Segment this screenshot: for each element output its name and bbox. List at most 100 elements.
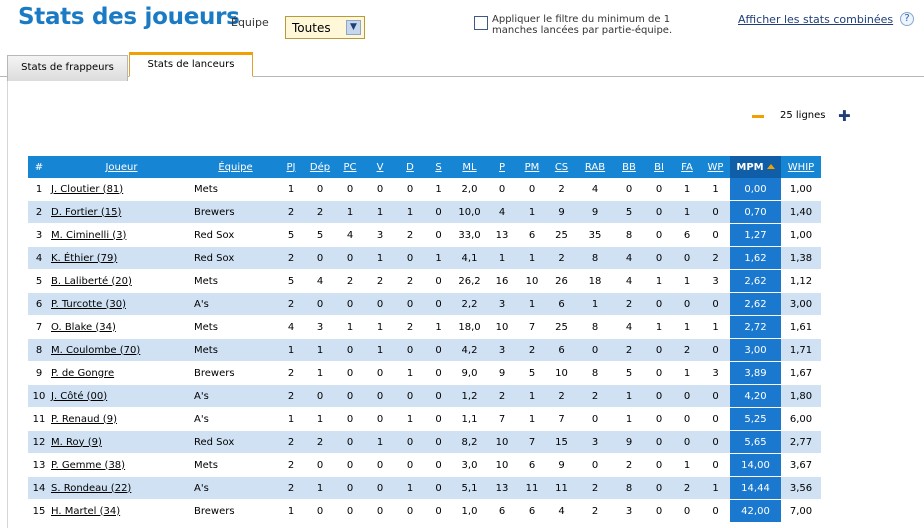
player-link[interactable]: D. Fortier (15) (51, 206, 122, 218)
player-link[interactable]: M. Roy (9) (51, 436, 102, 448)
column-header-team[interactable]: Équipe (193, 156, 278, 178)
help-icon[interactable]: ? (900, 12, 914, 26)
cell-pm: 1 (518, 292, 546, 316)
sort-link-pm[interactable]: PM (524, 161, 540, 173)
column-header-p[interactable]: P (486, 156, 518, 178)
cell-player[interactable]: P. Turcotte (30) (50, 292, 193, 316)
player-link[interactable]: S. Rondeau (22) (51, 482, 132, 494)
cell-bb: 3 (613, 499, 645, 523)
decrease-rows-button[interactable] (752, 115, 764, 118)
cell-player[interactable]: B. Laliberté (20) (50, 269, 193, 293)
column-header-bb[interactable]: BB (613, 156, 645, 178)
sort-link-team[interactable]: Équipe (218, 161, 253, 173)
sort-link-fa[interactable]: FA (681, 161, 693, 173)
increase-rows-button[interactable]: ✚ (838, 107, 851, 125)
cell-d: 0 (396, 384, 424, 408)
column-header-bi[interactable]: BI (645, 156, 673, 178)
cell-dep: 0 (304, 246, 336, 270)
cell-mpm: 14,00 (730, 453, 781, 477)
tab-batting-stats[interactable]: Stats de frappeurs (7, 55, 128, 81)
chevron-down-icon[interactable]: ▼ (346, 20, 361, 35)
sort-link-player[interactable]: Joueur (105, 161, 138, 173)
sort-link-pj[interactable]: PJ (286, 161, 296, 173)
cell-bb: 9 (613, 430, 645, 454)
cell-fa: 0 (673, 384, 701, 408)
sort-link-cs[interactable]: CS (554, 161, 569, 173)
cell-player[interactable]: K. Éthier (79) (50, 246, 193, 270)
player-link[interactable]: J. Côté (00) (51, 390, 108, 402)
cell-pc: 1 (336, 315, 364, 339)
cell-player[interactable]: O. Blake (34) (50, 315, 193, 339)
cell-player[interactable]: S. Rondeau (22) (50, 476, 193, 500)
column-header-pm[interactable]: PM (518, 156, 546, 178)
cell-p: 3 (486, 292, 518, 316)
player-link[interactable]: P. Renaud (9) (51, 413, 117, 425)
player-link[interactable]: K. Éthier (79) (51, 252, 118, 264)
cell-bi: 0 (645, 292, 673, 316)
cell-player[interactable]: P. Gemme (38) (50, 453, 193, 477)
cell-player[interactable]: J. Côté (00) (50, 384, 193, 408)
column-header-dep[interactable]: Dép (304, 156, 336, 178)
sort-link-s[interactable]: S (435, 161, 442, 173)
sort-link-p[interactable]: P (498, 161, 506, 173)
cell-player[interactable]: M. Ciminelli (3) (50, 223, 193, 247)
cell-ml: 1,2 (453, 384, 486, 408)
column-header-d[interactable]: D (396, 156, 424, 178)
combined-stats-link[interactable]: Afficher les stats combinées (738, 13, 894, 26)
cell-player[interactable]: D. Fortier (15) (50, 200, 193, 224)
cell-index: 15 (28, 499, 50, 523)
cell-player[interactable]: P. Renaud (9) (50, 407, 193, 431)
player-link[interactable]: P. de Gongre (51, 367, 115, 379)
table-row: 7 O. Blake (34) Mets 4 3 1 1 2 1 18,0 10 7 25 8 4 1 1 1 2,… (28, 315, 821, 339)
column-header-cs[interactable]: CS (546, 156, 577, 178)
cell-wp: 0 (701, 384, 730, 408)
sort-link-whip[interactable]: WHIP (787, 161, 815, 173)
cell-mpm: 3,00 (730, 338, 781, 362)
cell-whip: 3,56 (781, 476, 821, 500)
player-link[interactable]: J. Cloutier (81) (51, 183, 124, 195)
player-link[interactable]: O. Blake (34) (51, 321, 116, 333)
column-header-fa[interactable]: FA (673, 156, 701, 178)
sort-link-pc[interactable]: PC (343, 161, 357, 173)
player-link[interactable]: H. Martel (34) (51, 505, 121, 517)
sort-link-ml[interactable]: ML (462, 161, 477, 173)
column-header-wp[interactable]: WP (701, 156, 730, 178)
sort-link-wp[interactable]: WP (707, 161, 724, 173)
sort-link-v[interactable]: V (376, 161, 384, 173)
column-header-v[interactable]: V (364, 156, 396, 178)
cell-index: 9 (28, 361, 50, 385)
cell-player[interactable]: M. Coulombe (70) (50, 338, 193, 362)
cell-pc: 0 (336, 499, 364, 523)
sort-link-bb[interactable]: BB (622, 161, 636, 173)
column-header-pc[interactable]: PC (336, 156, 364, 178)
cell-pc: 0 (336, 430, 364, 454)
cell-player[interactable]: P. de Gongre (50, 361, 193, 385)
tab-pitching-stats[interactable]: Stats de lanceurs (129, 52, 253, 77)
team-select[interactable]: Toutes ▼ (285, 16, 365, 39)
minimum-innings-filter-checkbox[interactable] (474, 16, 488, 30)
cell-fa: 2 (673, 476, 701, 500)
column-header-whip[interactable]: WHIP (781, 156, 821, 178)
player-link[interactable]: B. Laliberté (20) (51, 275, 132, 287)
cell-player[interactable]: H. Martel (34) (50, 499, 193, 523)
player-link[interactable]: P. Turcotte (30) (51, 298, 126, 310)
player-link[interactable]: P. Gemme (38) (51, 459, 126, 471)
cell-dep: 2 (304, 200, 336, 224)
sort-link-bi[interactable]: BI (654, 161, 664, 173)
column-header-mpm[interactable]: MPM (730, 156, 781, 178)
player-link[interactable]: M. Coulombe (70) (51, 344, 141, 356)
player-link[interactable]: M. Ciminelli (3) (51, 229, 127, 241)
cell-mpm: 1,62 (730, 246, 781, 270)
cell-player[interactable]: J. Cloutier (81) (50, 178, 193, 201)
cell-player[interactable]: M. Roy (9) (50, 430, 193, 454)
column-header-player[interactable]: Joueur (50, 156, 193, 178)
sort-link-dep[interactable]: Dép (309, 161, 331, 173)
sort-link-d[interactable]: D (406, 161, 414, 173)
column-header-s[interactable]: S (424, 156, 453, 178)
sort-link-mpm[interactable]: MPM (736, 161, 764, 173)
column-header-pj[interactable]: PJ (278, 156, 304, 178)
sort-link-rab[interactable]: RAB (584, 161, 606, 173)
cell-fa: 1 (673, 361, 701, 385)
column-header-ml[interactable]: ML (453, 156, 486, 178)
column-header-rab[interactable]: RAB (577, 156, 613, 178)
